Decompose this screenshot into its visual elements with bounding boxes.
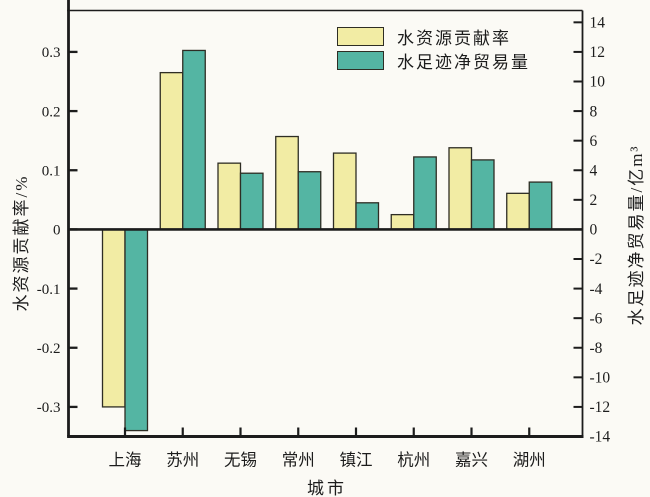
left-axis-tick-label: 0.2 <box>42 104 61 120</box>
left-axis-tick-label: -0.3 <box>37 400 61 416</box>
right-axis-tick-label: 10 <box>590 74 606 91</box>
legend-label-net-trade: 水足迹净贸易量 <box>397 52 530 72</box>
right-axis-tick-label: -4 <box>590 281 603 298</box>
bar-水资源贡献率-苏州 <box>159 71 184 231</box>
bar-水资源贡献率-无锡 <box>217 162 242 231</box>
bar-水资源贡献率-杭州 <box>390 213 415 231</box>
bar-水资源贡献率-常州 <box>275 135 299 231</box>
right-axis-tick-label: -6 <box>590 310 603 327</box>
bar-水足迹净贸易量-湖州 <box>528 181 553 231</box>
right-axis-tick-label: -2 <box>590 251 603 268</box>
right-axis-tick-label: 6 <box>590 133 598 150</box>
x-tick-label-苏州: 苏州 <box>166 451 199 470</box>
right-axis-tick-label: -12 <box>590 399 611 416</box>
left-axis-tick-label: 0.3 <box>42 45 61 61</box>
bar-水资源贡献率-湖州 <box>506 192 530 231</box>
legend-item-contribution-rate: 水资源贡献率 <box>337 26 530 48</box>
right-axis-tick-label: 4 <box>590 162 598 179</box>
bar-水足迹净贸易量-嘉兴 <box>470 159 495 231</box>
x-tick-label-常州: 常州 <box>282 451 315 470</box>
left-axis-tick-label: -0.1 <box>37 282 61 298</box>
left-axis-tick-label: -0.2 <box>37 341 61 357</box>
legend-swatch-net-trade <box>337 50 384 70</box>
bar-水资源贡献率-上海 <box>101 228 126 408</box>
x-tick-label-上海: 上海 <box>109 451 142 470</box>
right-axis-tick-label: -10 <box>590 370 611 387</box>
bar-水资源贡献率-镇江 <box>332 152 357 231</box>
legend: 水资源贡献率 水足迹净贸易量 <box>337 26 530 74</box>
x-tick-label-镇江: 镇江 <box>340 451 373 470</box>
bar-水资源贡献率-嘉兴 <box>448 147 473 231</box>
right-axis-tick-label: 0 <box>590 222 598 239</box>
bar-水足迹净贸易量-苏州 <box>182 49 206 231</box>
right-y-axis-title: 水足迹净贸易量/亿m³ <box>627 144 646 326</box>
x-tick-label-湖州: 湖州 <box>513 451 546 470</box>
right-axis-tick-label: 8 <box>590 103 598 120</box>
legend-label-contribution-rate: 水资源贡献率 <box>397 28 511 48</box>
bar-水足迹净贸易量-常州 <box>297 171 322 231</box>
right-axis-tick-label: 14 <box>590 15 606 32</box>
right-axis-tick-label: -14 <box>590 429 611 446</box>
left-axis-tick-label: 0 <box>53 223 61 239</box>
legend-swatch-contribution-rate <box>337 26 384 46</box>
left-axis-tick-label: 0.1 <box>42 163 61 179</box>
legend-item-net-trade: 水足迹净贸易量 <box>337 50 530 72</box>
bar-水足迹净贸易量-无锡 <box>239 172 264 231</box>
right-axis-tick-label: -8 <box>590 340 603 357</box>
x-tick-label-无锡: 无锡 <box>224 451 257 470</box>
left-y-axis-title: 水资源贡献率/% <box>12 174 31 312</box>
bar-水足迹净贸易量-杭州 <box>413 156 437 231</box>
x-tick-label-杭州: 杭州 <box>397 451 430 470</box>
bar-水足迹净贸易量-上海 <box>124 228 149 432</box>
x-axis-title: 城市 <box>307 479 347 497</box>
bar-水足迹净贸易量-镇江 <box>355 202 380 231</box>
right-axis-tick-label: 2 <box>590 192 598 209</box>
x-tick-label-嘉兴: 嘉兴 <box>455 451 488 470</box>
right-axis-tick-label: 12 <box>590 44 606 61</box>
